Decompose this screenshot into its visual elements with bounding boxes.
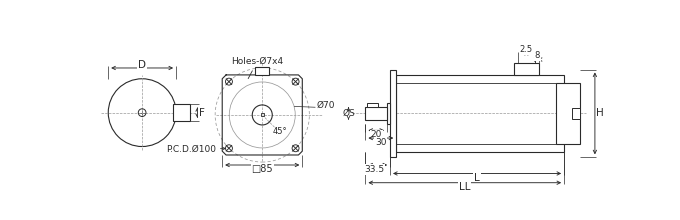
Bar xyxy=(390,70,396,157)
Text: ØS: ØS xyxy=(342,109,355,118)
Text: □85: □85 xyxy=(252,164,273,174)
Bar xyxy=(260,114,264,116)
Polygon shape xyxy=(222,75,303,155)
Bar xyxy=(367,103,378,107)
Text: 45°: 45° xyxy=(273,127,288,136)
Bar xyxy=(173,104,190,121)
Text: LL: LL xyxy=(459,182,471,192)
Text: F: F xyxy=(199,108,205,118)
Bar xyxy=(255,67,269,75)
Text: P.C.D.Ø100: P.C.D.Ø100 xyxy=(166,144,216,153)
Text: 20: 20 xyxy=(371,130,382,139)
Text: H: H xyxy=(596,108,604,118)
Text: 33.5: 33.5 xyxy=(364,165,384,174)
Text: 2.5: 2.5 xyxy=(520,45,533,54)
Text: Holes-Ø7x4: Holes-Ø7x4 xyxy=(231,57,284,79)
Text: D: D xyxy=(138,60,146,70)
Text: L: L xyxy=(474,173,480,183)
Text: Ø70: Ø70 xyxy=(316,101,335,110)
Bar xyxy=(514,63,539,75)
Bar xyxy=(365,107,387,119)
Bar xyxy=(572,108,579,119)
Bar xyxy=(387,103,390,124)
Text: 8: 8 xyxy=(534,51,540,60)
Bar xyxy=(556,82,579,144)
Text: 30: 30 xyxy=(375,138,387,147)
Bar xyxy=(396,75,564,152)
